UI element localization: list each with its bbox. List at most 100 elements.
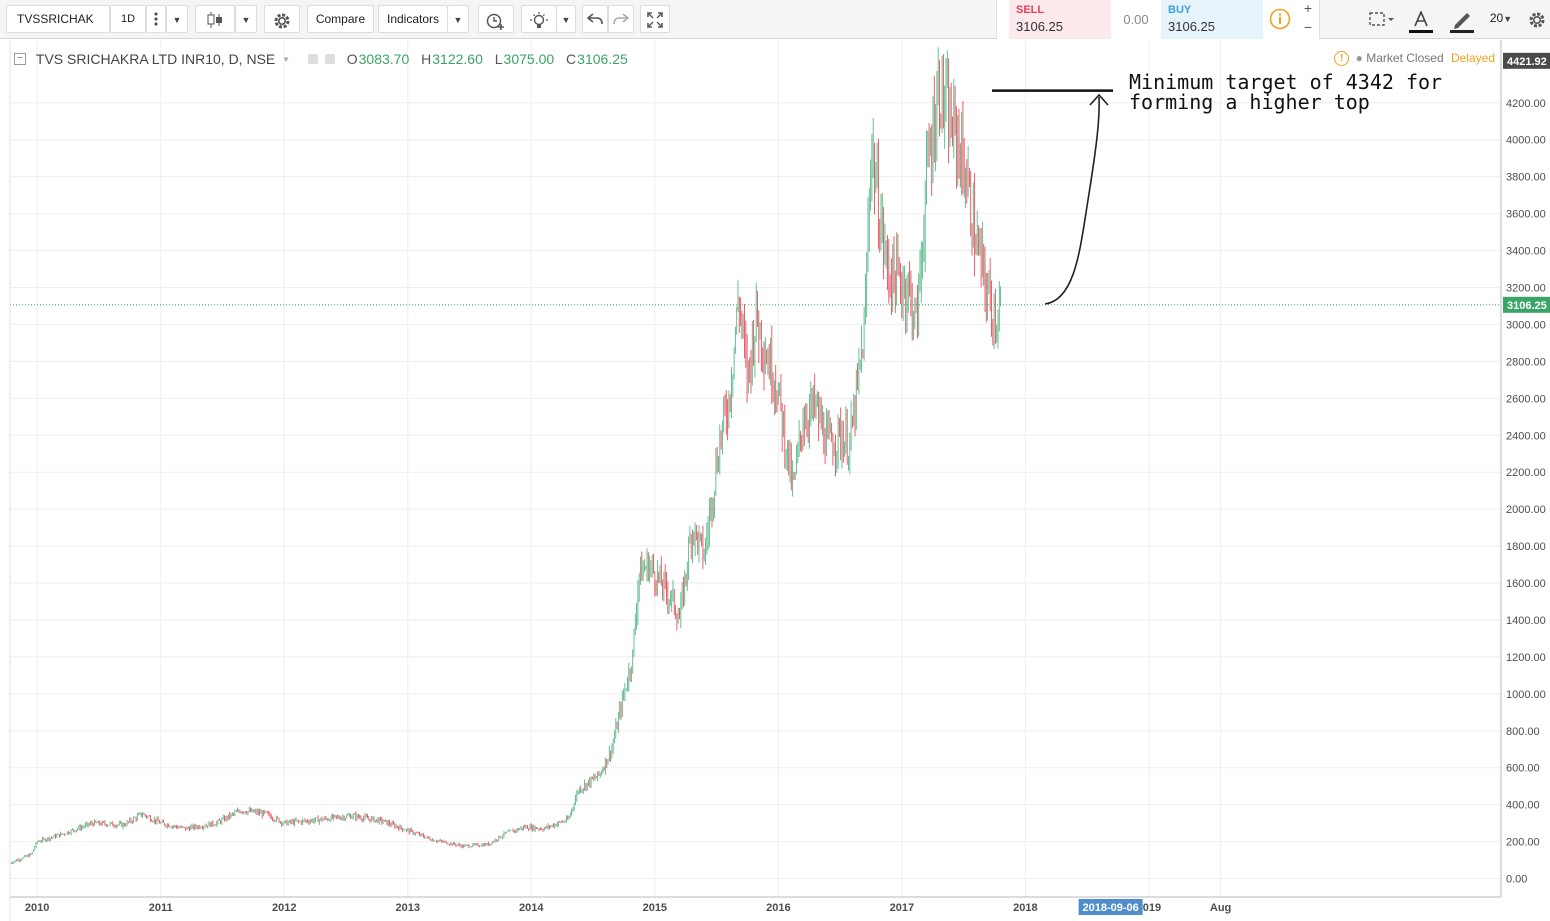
price-tick-label: 800.00	[1506, 726, 1540, 738]
price-tick-label: 3000.00	[1506, 319, 1546, 331]
spread-value: 0.00	[1123, 12, 1149, 27]
target-arrowhead	[1089, 93, 1109, 106]
open-label: O	[346, 51, 358, 68]
buy-button[interactable]: BUY 3106.25	[1161, 0, 1263, 39]
chevron-down-icon[interactable]: ▼	[282, 54, 291, 64]
settings-icon	[1529, 12, 1545, 28]
time-tick-label: 2015	[643, 902, 667, 914]
alert-clock-icon	[486, 13, 504, 30]
redo-icon	[613, 13, 629, 25]
pencil-icon	[1450, 13, 1474, 33]
ideas-button[interactable]	[521, 5, 557, 33]
legend-settings-icon[interactable]	[324, 54, 335, 65]
buy-price: 3106.25	[1168, 19, 1215, 34]
chevron-down-icon: ▼	[561, 15, 571, 25]
price-tick-label: 2200.00	[1506, 467, 1546, 479]
undo-button[interactable]	[582, 5, 608, 33]
indicators-button[interactable]: Indicators	[378, 5, 448, 33]
ideas-dropdown-button[interactable]: ▼	[556, 5, 576, 33]
time-tick-label: 2010	[25, 902, 49, 914]
time-tick-label: Aug	[1210, 902, 1231, 914]
close-label: C	[566, 51, 577, 68]
symbol-search-button[interactable]: TVSSRICHAK	[6, 5, 110, 33]
indicators-dropdown-button[interactable]: ▼	[447, 5, 469, 33]
fullscreen-button[interactable]	[640, 5, 670, 33]
high-label: H	[421, 51, 432, 68]
gear-icon	[274, 13, 290, 29]
market-status: ! ● Market Closed Delayed	[1334, 51, 1495, 67]
price-axis[interactable]: 0.00 200.00 400.00 600.00 800.00 1000.00 1200.…	[1503, 52, 1550, 886]
price-tick-label: 200.00	[1506, 837, 1540, 849]
high-value: 3122.60	[432, 51, 483, 68]
chevron-down-icon: ▼	[172, 15, 182, 25]
settings-button[interactable]	[264, 5, 300, 33]
price-tick-label: 2800.00	[1506, 356, 1546, 368]
price-tick-label: 1600.00	[1506, 578, 1546, 590]
target-arrow[interactable]	[1044, 96, 1100, 305]
max-price-label-bg	[1503, 52, 1550, 69]
price-tick-label: 2400.00	[1506, 430, 1546, 442]
annotation-text-line2: forming a higher top	[1129, 90, 1370, 114]
legend-title[interactable]: TVS SRICHAKRA LTD INR10, D, NSE	[35, 51, 276, 68]
current-price-label-bg	[1503, 296, 1550, 313]
sell-label: SELL	[1016, 4, 1045, 16]
sell-price: 3106.25	[1016, 19, 1063, 34]
select-tool-button[interactable]	[1362, 5, 1400, 33]
drawing-annotation[interactable]: Minimum target of 4342 for forming a hig…	[992, 70, 1442, 305]
close-value: 3106.25	[577, 51, 628, 68]
chevron-down-icon: ▼	[1503, 14, 1513, 24]
font-size-select[interactable]: 20▼	[1484, 5, 1518, 33]
price-tick-label: 1800.00	[1506, 541, 1546, 553]
line-color-button[interactable]	[1445, 5, 1479, 33]
text-color-icon	[1409, 11, 1433, 33]
price-tick-label: 1000.00	[1506, 689, 1546, 701]
menu-dots-icon	[154, 12, 158, 26]
settings-button-right[interactable]	[1524, 5, 1550, 33]
time-tick-label: 2011	[149, 902, 173, 914]
price-tick-label: 3200.00	[1506, 282, 1546, 294]
interval-menu-button[interactable]	[146, 5, 166, 33]
price-tick-label: 4200.00	[1506, 98, 1546, 110]
font-size-value: 20	[1489, 11, 1504, 25]
chevron-down-icon: ▼	[241, 15, 251, 25]
sell-button[interactable]: SELL 3106.25	[1009, 0, 1111, 39]
dot-icon: ●	[1355, 51, 1363, 65]
time-tick-label: 2018	[1013, 902, 1037, 914]
current-price-label: 3106.25	[1507, 300, 1547, 312]
chevron-down-icon: ▼	[453, 15, 463, 25]
quantity-minus-button[interactable]: −	[1303, 19, 1313, 35]
info-icon	[1269, 8, 1291, 30]
interval-dropdown-button[interactable]: ▼	[166, 5, 188, 33]
compare-button[interactable]: Compare	[307, 5, 374, 33]
price-tick-label: 400.00	[1506, 800, 1540, 812]
price-tick-label: 3800.00	[1506, 172, 1546, 184]
low-label: L	[494, 51, 503, 68]
price-tick-label: 2600.00	[1506, 393, 1546, 405]
time-tick-label: 2014	[519, 902, 544, 914]
time-axis[interactable]: 2010 2011 2012 2013 2014 2015 2016 2017 2018 2019…	[25, 899, 1231, 915]
time-tick-label: 2012	[272, 902, 296, 914]
collapse-icon[interactable]: −	[14, 53, 26, 66]
market-status-text: Market Closed	[1366, 51, 1444, 65]
delayed-badge: Delayed	[1450, 51, 1495, 65]
chart-type-dropdown-button[interactable]: ▼	[235, 5, 257, 33]
crosshair-time-label: 2018-09-06	[1083, 902, 1139, 914]
redo-button[interactable]	[608, 5, 634, 33]
price-tick-label: 600.00	[1506, 763, 1540, 775]
candles-icon	[207, 12, 222, 28]
low-value: 3075.00	[503, 51, 555, 68]
trading-panel: SELL 3106.25 0.00 BUY 3106.25 + −	[996, 0, 1320, 39]
top-toolbar: TVSSRICHAK 1D ▼ ▼ Compare Indicators ▼	[0, 0, 1550, 39]
quantity-plus-button[interactable]: +	[1303, 0, 1313, 16]
alert-button[interactable]	[478, 5, 514, 33]
legend-eye-icon[interactable]	[307, 54, 318, 65]
text-color-button[interactable]	[1404, 5, 1438, 33]
info-button[interactable]	[1269, 0, 1293, 39]
price-tick-label: 1200.00	[1506, 652, 1546, 664]
time-tick-label: 2013	[396, 902, 420, 914]
chart-type-button[interactable]	[195, 5, 235, 33]
price-tick-label: 1400.00	[1506, 615, 1546, 627]
fullscreen-icon	[647, 12, 663, 28]
interval-button[interactable]: 1D	[110, 5, 146, 33]
